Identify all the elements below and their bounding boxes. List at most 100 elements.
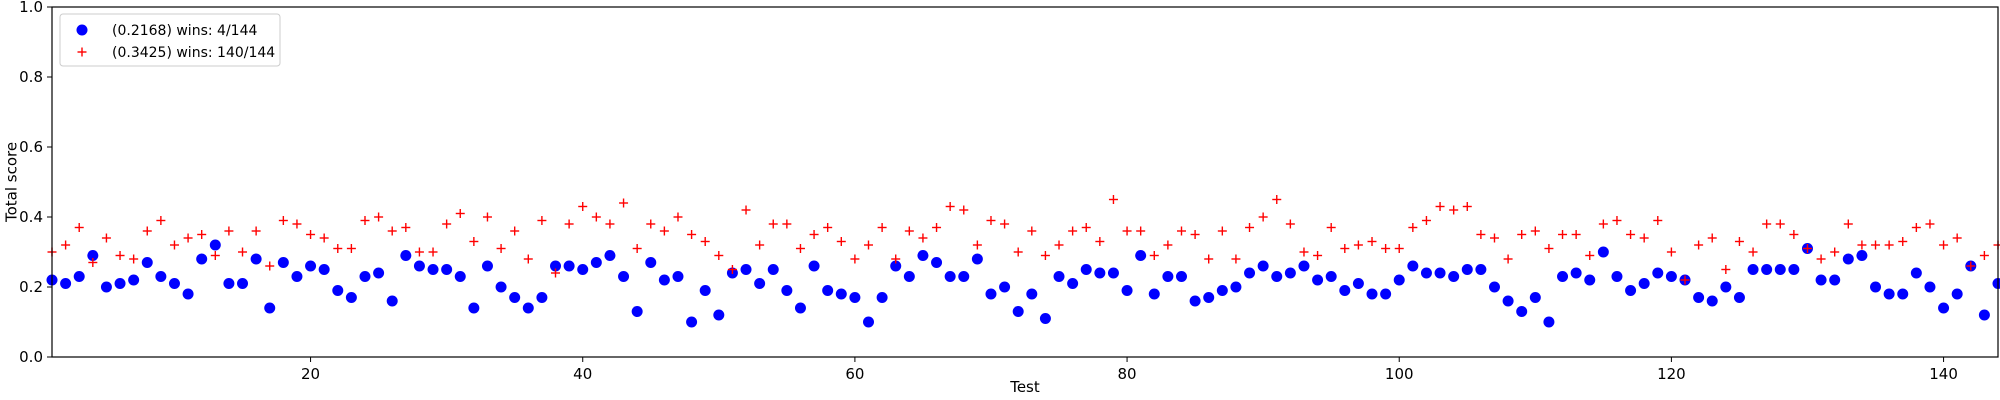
data-point-circle [468,302,480,314]
data-point-plus [1163,240,1173,250]
data-point-circle [1094,267,1106,279]
data-point-circle [1938,302,1950,314]
x-tick-label: 120 [1657,365,1686,383]
data-point-plus [1108,195,1118,204]
data-point-plus [1626,230,1636,239]
data-point-plus [1830,247,1840,257]
data-point-plus [741,205,751,215]
data-point-circle [73,271,85,282]
data-point-circle [277,257,289,268]
data-point-plus [1871,240,1881,250]
data-point-plus [1204,254,1214,264]
data-point-circle [1420,267,1432,279]
data-point-circle [413,260,425,272]
data-point-plus [605,219,615,229]
data-point-plus [1476,230,1486,239]
legend-plus-marker [77,47,87,57]
data-point-plus [1939,240,1949,250]
data-point-plus [891,254,901,264]
plot-frame [51,6,1999,358]
data-point-circle [441,264,453,275]
data-point-plus [142,226,152,236]
x-axis-title: Test [1009,378,1040,396]
series-2 [47,195,2000,285]
data-point-plus [850,254,860,264]
data-point-plus [1707,233,1717,243]
data-point-plus [1394,244,1404,253]
data-point-circle [1107,267,1119,279]
data-point-circle [60,278,72,289]
x-tick-label: 100 [1385,365,1414,383]
data-point-plus [1027,226,1037,236]
data-point-circle [1951,288,1963,300]
data-point-plus [687,230,697,239]
data-point-plus [1245,223,1255,232]
data-point-circle [1910,267,1922,279]
data-point-plus [156,216,166,225]
data-point-circle [1448,271,1460,282]
data-point-circle [522,302,534,314]
data-point-circle [114,278,126,289]
data-point-circle [686,316,698,328]
data-point-circle [481,260,493,272]
data-point-plus [714,251,724,260]
data-point-circle [237,278,249,289]
data-point-circle [1135,250,1147,261]
data-point-plus [1694,240,1704,250]
data-point-circle [1461,264,1473,275]
data-point-circle [1529,292,1541,303]
data-point-circle [1257,260,1269,272]
legend-box [59,13,281,67]
data-point-circle [1380,288,1392,300]
data-point-circle [808,260,820,272]
data-point-circle [958,271,970,282]
data-point-plus [510,226,520,236]
data-point-circle [1978,309,1990,321]
data-point-plus [1176,226,1186,236]
data-point-circle [917,250,929,261]
data-point-plus [61,240,71,250]
data-point-circle [1665,271,1677,282]
data-point-circle [1407,260,1419,272]
data-point-plus [1326,223,1336,232]
legend-item: (0.3425) wins: 140/144 [77,45,275,61]
data-point-circle [386,295,398,307]
data-point-plus [1068,226,1078,236]
data-point-circle [1842,253,1854,265]
data-point-circle [1189,295,1201,307]
data-point-plus [578,202,588,211]
legend-circle-marker [76,24,88,36]
data-point-circle [849,292,861,303]
data-point-plus [1231,254,1241,264]
data-point-circle [1706,295,1718,307]
data-point-plus [115,251,125,260]
data-point-plus [1666,247,1676,257]
data-point-plus [101,233,111,243]
data-point-circle [1543,316,1555,328]
data-point-circle [223,278,235,289]
data-point-plus [768,219,778,229]
data-point-plus [1721,265,1731,274]
data-point-circle [509,292,521,303]
data-point-plus [442,219,452,229]
data-point-circle [1733,292,1745,303]
data-point-plus [1313,251,1323,260]
x-tick-label: 140 [1929,365,1958,383]
data-point-plus [1884,240,1894,250]
data-point-plus [1775,219,1785,229]
data-point-plus [292,219,302,229]
data-point-plus [482,212,492,222]
x-tick-label: 80 [1118,365,1137,383]
data-point-plus [1857,240,1867,250]
data-point-circle [1856,250,1868,261]
data-point-circle [590,257,602,268]
data-point-plus [1272,195,1282,204]
data-point-plus [877,223,887,232]
data-point-plus [864,240,874,250]
data-point-circle [1271,271,1283,282]
data-point-circle [604,250,616,261]
data-point-plus [374,212,384,222]
data-point-circle [318,264,330,275]
data-point-circle [1039,313,1051,324]
data-point-plus [1081,223,1091,232]
